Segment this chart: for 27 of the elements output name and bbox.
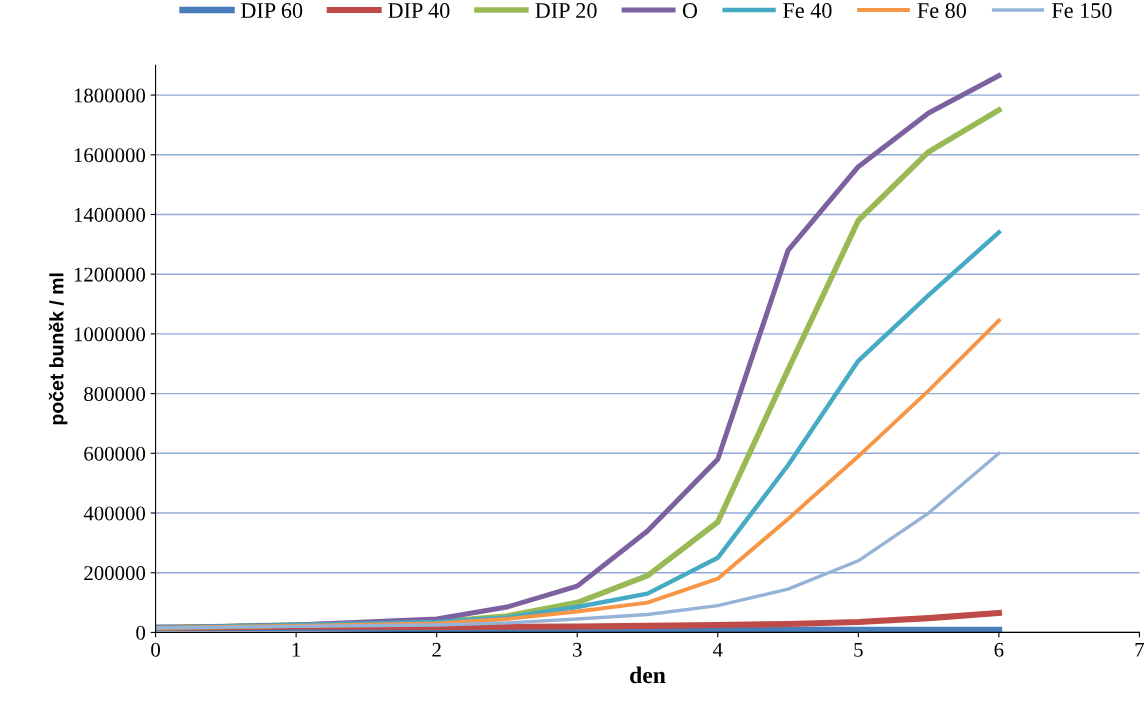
y-tick-label: 0 xyxy=(136,625,146,640)
legend-label: Fe 80 xyxy=(917,3,967,19)
y-tick-label: 800000 xyxy=(84,386,146,402)
legend-label: Fe 40 xyxy=(783,3,832,19)
x-tick-label: 4 xyxy=(712,642,723,657)
y-tick-label: 1000000 xyxy=(74,327,146,342)
legend-label: Fe 150 xyxy=(1051,3,1112,19)
y-tick-label: 400000 xyxy=(83,506,146,521)
x-tick-label: 3 xyxy=(573,642,582,657)
x-tick-label: 6 xyxy=(994,642,1004,657)
y-tick-label: 1800000 xyxy=(74,88,146,103)
x-tick-label: 1 xyxy=(292,642,301,657)
x-tick-label: 0 xyxy=(151,642,160,657)
x-axis-title: den xyxy=(630,666,666,684)
legend-label: DIP 60 xyxy=(240,3,303,19)
x-tick-label: 7 xyxy=(1135,642,1144,657)
x-tick-label: 2 xyxy=(432,642,441,657)
y-tick-label: 1600000 xyxy=(74,148,146,163)
y-tick-label: 600000 xyxy=(84,446,146,461)
legend-label: DIP 20 xyxy=(535,3,597,19)
y-tick-label: 1200000 xyxy=(74,267,146,282)
legend-label: DIP 40 xyxy=(388,3,450,19)
y-tick-label: 1400000 xyxy=(74,207,146,222)
x-tick-label: 5 xyxy=(854,642,863,657)
legend-label: O xyxy=(682,3,698,19)
y-tick-label: 200000 xyxy=(84,566,146,581)
y-axis-title: počet buněk / ml xyxy=(48,273,68,425)
